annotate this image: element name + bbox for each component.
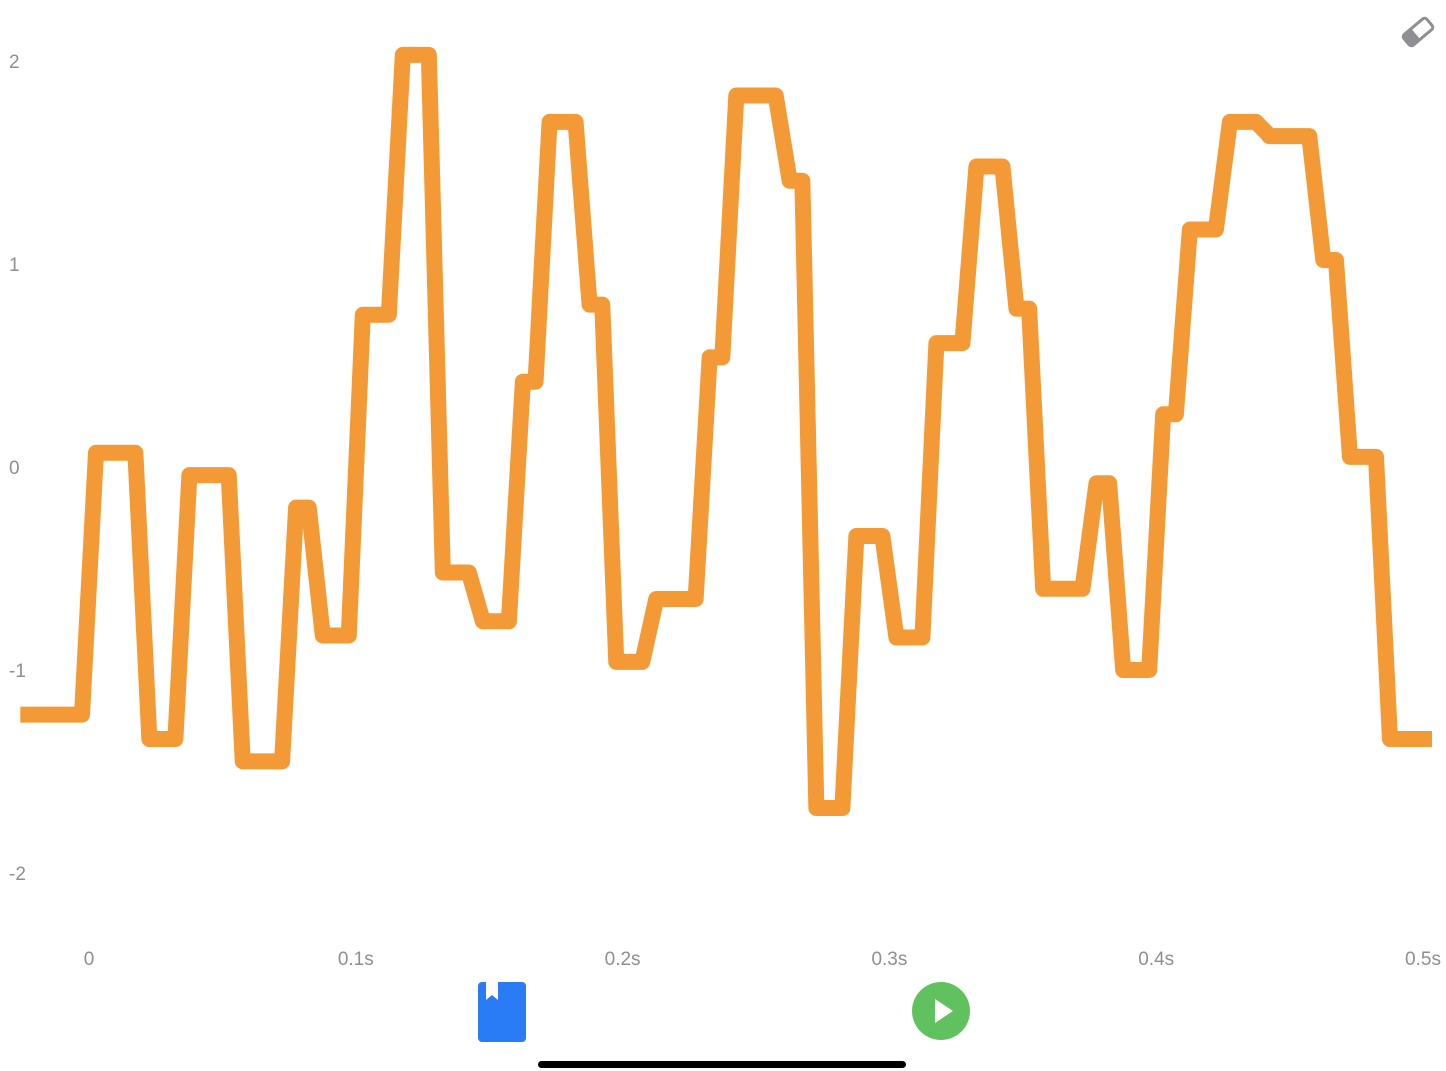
x-tick-label: 0.1s: [338, 949, 374, 970]
home-indicator: [538, 1061, 906, 1068]
y-tick-label: 2: [9, 52, 20, 73]
play-icon: [912, 982, 970, 1040]
x-tick-label: 0: [84, 949, 95, 970]
x-tick-label: 0.2s: [605, 949, 641, 970]
bookmark-icon: [478, 982, 526, 1042]
x-tick-label: 0.5s: [1405, 949, 1441, 970]
y-tick-label: -1: [9, 661, 26, 682]
y-tick-label: 1: [9, 255, 20, 276]
bookmark-button[interactable]: [474, 980, 530, 1044]
y-tick-label: -2: [9, 864, 26, 885]
play-button[interactable]: [910, 980, 972, 1042]
x-tick-label: 0.4s: [1138, 949, 1174, 970]
waveform-line: [20, 46, 1438, 817]
eraser-icon: [1401, 16, 1435, 48]
y-tick-label: 0: [9, 458, 20, 479]
x-tick-label: 0.3s: [871, 949, 907, 970]
eraser-button[interactable]: [1396, 12, 1440, 52]
